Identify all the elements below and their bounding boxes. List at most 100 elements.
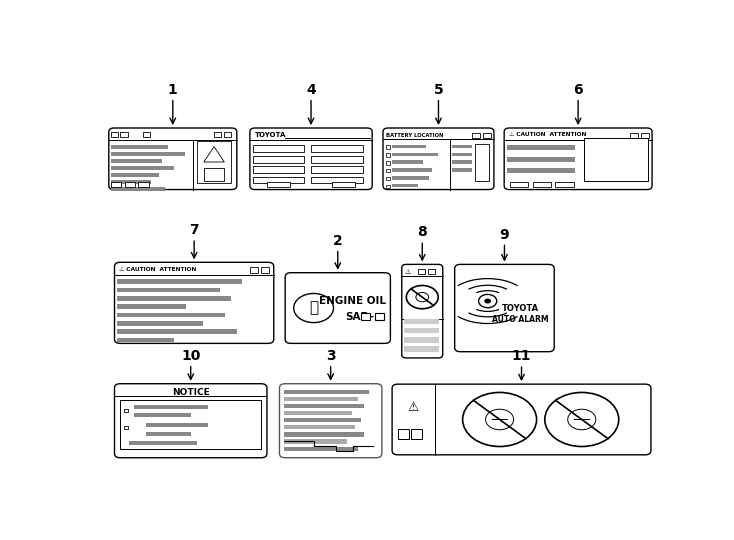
Text: BATTERY LOCATION: BATTERY LOCATION <box>386 133 444 138</box>
Bar <box>123 426 128 429</box>
Bar <box>143 132 150 137</box>
Bar <box>411 429 422 439</box>
Text: ⚠ CAUTION  ATTENTION: ⚠ CAUTION ATTENTION <box>509 132 586 137</box>
Bar <box>584 138 647 181</box>
Bar <box>641 133 649 138</box>
Bar <box>111 132 118 137</box>
Text: 2: 2 <box>333 234 343 248</box>
Bar <box>111 166 174 170</box>
Bar <box>117 329 237 334</box>
Text: ENGINE OIL: ENGINE OIL <box>319 296 386 306</box>
Bar <box>117 321 203 326</box>
Bar <box>386 169 390 172</box>
Bar <box>311 156 363 163</box>
Bar <box>111 152 185 156</box>
Bar <box>386 145 390 149</box>
Text: 6: 6 <box>573 83 583 97</box>
Bar <box>117 288 219 292</box>
Bar <box>284 404 363 408</box>
Bar <box>452 152 472 156</box>
FancyBboxPatch shape <box>280 384 382 458</box>
Bar <box>311 177 363 183</box>
Bar <box>386 185 390 188</box>
Bar <box>111 180 151 184</box>
Bar <box>117 279 242 284</box>
Bar <box>120 132 128 137</box>
Text: ⚠: ⚠ <box>408 401 419 414</box>
Bar <box>392 160 424 164</box>
Bar <box>472 133 480 138</box>
Bar <box>386 177 390 180</box>
Bar <box>392 184 418 187</box>
FancyBboxPatch shape <box>109 128 237 190</box>
Bar <box>386 161 390 165</box>
Bar <box>117 296 231 301</box>
Bar <box>507 168 575 173</box>
Bar <box>404 328 440 333</box>
Bar <box>250 267 258 273</box>
FancyBboxPatch shape <box>285 273 390 343</box>
Text: NOTICE: NOTICE <box>172 388 210 396</box>
Bar <box>284 440 346 443</box>
Bar <box>507 157 575 161</box>
Bar <box>392 176 429 180</box>
Bar <box>204 168 225 181</box>
Bar <box>134 413 192 417</box>
Bar <box>375 313 384 320</box>
Bar <box>631 133 639 138</box>
Bar <box>398 429 409 439</box>
Text: 4: 4 <box>306 83 316 97</box>
Bar <box>284 390 369 394</box>
Bar <box>392 168 432 172</box>
Bar <box>311 145 363 152</box>
FancyBboxPatch shape <box>401 265 443 358</box>
Text: 10: 10 <box>181 349 200 363</box>
Bar <box>510 181 528 187</box>
FancyBboxPatch shape <box>392 384 651 455</box>
Circle shape <box>484 299 491 303</box>
Text: ⚠: ⚠ <box>404 269 411 275</box>
Bar <box>404 337 440 342</box>
Bar <box>214 132 222 137</box>
Text: 1: 1 <box>168 83 178 97</box>
Bar <box>452 168 472 172</box>
Bar <box>452 160 472 164</box>
Bar <box>428 268 435 274</box>
Text: 11: 11 <box>512 349 531 363</box>
Text: -: - <box>369 312 374 321</box>
Text: 3: 3 <box>326 349 335 363</box>
Text: TOYOTA: TOYOTA <box>501 303 539 313</box>
Bar <box>146 423 208 427</box>
FancyBboxPatch shape <box>454 265 554 352</box>
Bar <box>146 431 192 436</box>
Text: 5: 5 <box>434 83 443 97</box>
Text: AUTO ALARM: AUTO ALARM <box>492 315 548 324</box>
Bar <box>311 166 363 173</box>
Bar <box>284 418 361 422</box>
Text: 8: 8 <box>418 225 427 239</box>
Bar <box>284 433 363 436</box>
Bar <box>333 181 355 187</box>
Bar <box>111 159 162 163</box>
Bar <box>392 152 437 156</box>
FancyBboxPatch shape <box>504 128 652 190</box>
Bar <box>252 166 304 173</box>
Bar <box>452 145 472 148</box>
Bar <box>128 441 197 445</box>
FancyBboxPatch shape <box>115 384 267 458</box>
Text: SAE: SAE <box>345 312 368 321</box>
Bar <box>139 182 148 187</box>
Bar <box>117 338 174 342</box>
Bar <box>252 177 304 183</box>
Bar <box>120 400 261 449</box>
Bar <box>111 187 165 191</box>
Bar <box>404 346 440 352</box>
Bar <box>134 404 208 409</box>
Bar <box>475 144 490 181</box>
Bar <box>125 182 135 187</box>
Bar <box>533 181 550 187</box>
Bar <box>284 447 358 451</box>
Text: TOYOTA: TOYOTA <box>255 132 286 138</box>
Bar <box>111 173 159 177</box>
Bar <box>404 319 440 324</box>
